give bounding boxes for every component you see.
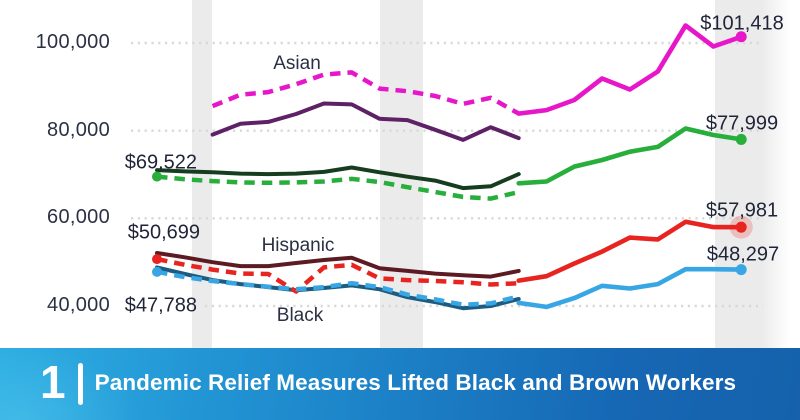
series-line-black-dashed-2000-2013 <box>156 269 520 307</box>
series-lines <box>155 23 744 311</box>
income-line-chart <box>131 0 790 348</box>
recession-band <box>715 0 790 348</box>
series-line-asian-2013-2021 <box>516 23 744 116</box>
figure-separator <box>77 363 83 405</box>
y-axis-tick-label: 100,000 <box>35 31 110 53</box>
figure-banner: 1 Pandemic Relief Measures Lifted Black … <box>0 348 800 420</box>
asian-2013-2021-end-dot <box>735 31 747 43</box>
y-axis: 100,000 80,000 60,000 40,000 <box>0 0 110 348</box>
series-line-asian-dashed-2002-2013 <box>211 70 520 116</box>
series-line-hispanic-2013-2021 <box>516 219 744 283</box>
y-axis-tick-label: 60,000 <box>47 206 110 229</box>
series-line-white-dashed-2000-2013 <box>156 174 520 201</box>
white-dashed-2000-2013-start-dot <box>152 171 162 182</box>
series-dots <box>152 31 753 277</box>
series-line-asian-dark-2002-2013 <box>210 101 521 142</box>
series-line-hispanic-dashed-2000-2013 <box>156 256 519 294</box>
figure-title: Pandemic Relief Measures Lifted Black an… <box>94 370 737 395</box>
hispanic-dashed-2000-2013-start-dot <box>152 254 162 265</box>
series-line-white-2013-2021 <box>516 126 744 186</box>
hispanic-2013-2021-end-dot <box>735 221 747 233</box>
white-2013-2021-end-dot <box>735 133 747 145</box>
y-axis-tick-label: 40,000 <box>47 293 110 316</box>
series-line-hispanic-dark-2000-2013 <box>155 251 521 279</box>
series-line-black-2013-2021 <box>516 266 744 310</box>
black-dashed-2000-2013-start-dot <box>152 266 162 277</box>
series-line-white-dark-2000-2013 <box>155 165 521 191</box>
figure-number: 1 <box>40 356 66 408</box>
black-2013-2021-end-dot <box>735 264 747 276</box>
y-axis-tick-label: 80,000 <box>47 118 110 141</box>
